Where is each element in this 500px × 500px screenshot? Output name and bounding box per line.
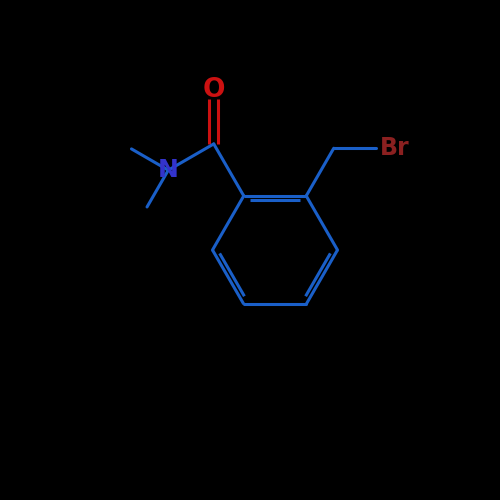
Text: Br: Br — [380, 136, 410, 160]
Text: O: O — [202, 77, 225, 103]
Text: N: N — [158, 158, 178, 182]
